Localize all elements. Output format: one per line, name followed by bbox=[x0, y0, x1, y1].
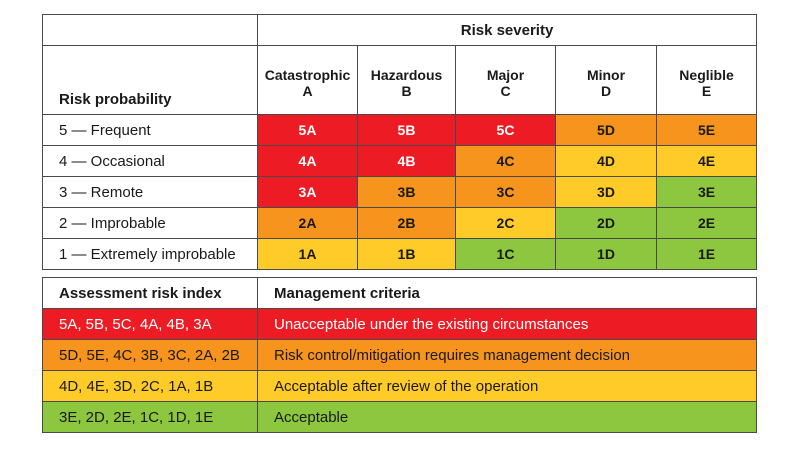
management-criteria-heading: Management criteria bbox=[257, 277, 757, 309]
risk-index-list: 5A, 5B, 5C, 4A, 4B, 3A bbox=[42, 308, 258, 340]
legend-row: 3E, 2D, 2E, 1C, 1D, 1E Acceptable bbox=[42, 401, 757, 433]
risk-cell: 3D bbox=[555, 176, 657, 208]
probability-label: 4 — Occasional bbox=[42, 145, 258, 177]
legend-row: 5A, 5B, 5C, 4A, 4B, 3A Unacceptable under… bbox=[42, 308, 757, 340]
risk-cell: 1D bbox=[555, 238, 657, 270]
risk-cell: 2A bbox=[257, 207, 358, 239]
management-criteria-text: Acceptable after review of the operation bbox=[257, 370, 757, 402]
risk-cell: 4C bbox=[455, 145, 556, 177]
risk-cell: 5C bbox=[455, 114, 556, 146]
severity-code: B bbox=[401, 83, 412, 99]
probability-label: 5 — Frequent bbox=[42, 114, 258, 146]
risk-cell: 3C bbox=[455, 176, 556, 208]
probability-row: 2 — Improbable 2A 2B 2C 2D 2E bbox=[42, 207, 758, 239]
risk-cell: 2D bbox=[555, 207, 657, 239]
risk-index-legend-table: Assessment risk index Management criteri… bbox=[42, 277, 757, 433]
risk-cell: 1A bbox=[257, 238, 358, 270]
risk-cell: 3E bbox=[655, 176, 758, 208]
probability-row: 4 — Occasional 4A 4B 4C 4D 4E bbox=[42, 145, 758, 177]
probability-label: 2 — Improbable bbox=[42, 207, 258, 239]
risk-cell: 4B bbox=[357, 145, 456, 177]
severity-column-header: Minor D bbox=[555, 45, 657, 115]
severity-name: Hazardous bbox=[370, 67, 443, 83]
risk-cell: 3B bbox=[357, 176, 456, 208]
risk-index-list: 4D, 4E, 3D, 2C, 1A, 1B bbox=[42, 370, 258, 402]
risk-cell: 1C bbox=[455, 238, 556, 270]
risk-index-list: 3E, 2D, 2E, 1C, 1D, 1E bbox=[42, 401, 258, 433]
risk-cell: 5A bbox=[257, 114, 358, 146]
risk-cell: 1E bbox=[655, 238, 758, 270]
management-criteria-text: Unacceptable under the existing circumst… bbox=[257, 308, 757, 340]
legend-body: 5A, 5B, 5C, 4A, 4B, 3A Unacceptable under… bbox=[42, 308, 757, 433]
risk-cell: 5B bbox=[357, 114, 456, 146]
severity-code: D bbox=[600, 83, 612, 99]
management-criteria-text: Acceptable bbox=[257, 401, 757, 433]
management-criteria-text: Risk control/mitigation requires managem… bbox=[257, 339, 757, 371]
risk-probability-heading: Risk probability bbox=[42, 45, 258, 115]
risk-cell: 5D bbox=[555, 114, 657, 146]
severity-name: Catastrophic bbox=[264, 67, 351, 83]
severity-name: Major bbox=[486, 67, 525, 83]
probability-label: 1 — Extremely improbable bbox=[42, 238, 258, 270]
probability-label: 3 — Remote bbox=[42, 176, 258, 208]
risk-cell: 4D bbox=[555, 145, 657, 177]
risk-index-list: 5D, 5E, 4C, 3B, 3C, 2A, 2B bbox=[42, 339, 258, 371]
risk-cell: 2E bbox=[655, 207, 758, 239]
severity-name: Minor bbox=[586, 67, 626, 83]
risk-matrix-body: 5 — Frequent 5A 5B 5C 5D 5E 4 — Occasional 4A 4B… bbox=[42, 114, 758, 270]
severity-code: C bbox=[500, 83, 511, 99]
risk-cell: 2B bbox=[357, 207, 456, 239]
severity-column-header: Neglible E bbox=[655, 45, 758, 115]
risk-severity-heading: Risk severity bbox=[256, 14, 758, 46]
probability-row: 3 — Remote 3A 3B 3C 3D 3E bbox=[42, 176, 758, 208]
severity-column-header: Major C bbox=[455, 45, 556, 115]
risk-matrix-table: Risk severity Risk probability Catastrop… bbox=[42, 14, 758, 270]
risk-cell: 3A bbox=[257, 176, 358, 208]
risk-cell: 4E bbox=[655, 145, 758, 177]
risk-cell: 2C bbox=[455, 207, 556, 239]
probability-row: 5 — Frequent 5A 5B 5C 5D 5E bbox=[42, 114, 758, 146]
risk-cell: 5E bbox=[655, 114, 758, 146]
legend-row: 5D, 5E, 4C, 3B, 3C, 2A, 2B Risk control/m… bbox=[42, 339, 757, 371]
severity-code: A bbox=[302, 83, 313, 99]
severity-column-header: Catastrophic A bbox=[257, 45, 358, 115]
assessment-index-heading: Assessment risk index bbox=[42, 277, 258, 309]
risk-cell: 4A bbox=[257, 145, 358, 177]
severity-code: E bbox=[701, 83, 712, 99]
severity-name: Neglible bbox=[679, 67, 734, 83]
severity-column-header: Hazardous B bbox=[357, 45, 456, 115]
matrix-corner-cell bbox=[42, 14, 258, 46]
risk-cell: 1B bbox=[357, 238, 456, 270]
probability-row: 1 — Extremely improbable 1A 1B 1C 1D 1E bbox=[42, 238, 758, 270]
legend-row: 4D, 4E, 3D, 2C, 1A, 1B Acceptable after r… bbox=[42, 370, 757, 402]
